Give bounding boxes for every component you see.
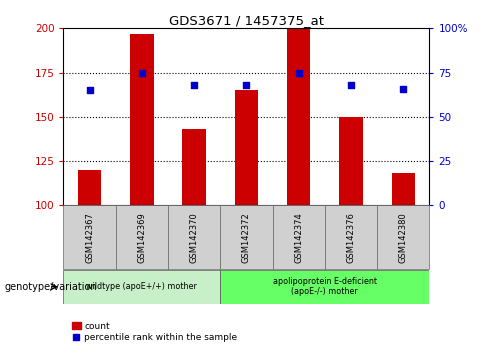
Text: GSM142370: GSM142370 [190, 212, 199, 263]
Bar [273, 205, 325, 269]
Text: GSM142380: GSM142380 [399, 212, 408, 263]
Bar [339, 117, 363, 205]
Text: genotype/variation: genotype/variation [5, 282, 98, 292]
Bar [220, 205, 273, 269]
Point [347, 82, 355, 88]
Text: GSM142376: GSM142376 [346, 212, 356, 263]
Text: GSM142369: GSM142369 [137, 212, 146, 263]
Title: GDS3671 / 1457375_at: GDS3671 / 1457375_at [169, 14, 324, 27]
Bar [116, 205, 168, 269]
Text: GSM142372: GSM142372 [242, 212, 251, 263]
Point [295, 70, 303, 75]
Point [399, 86, 407, 91]
Point [86, 87, 94, 93]
Text: GSM142367: GSM142367 [85, 212, 94, 263]
Text: GSM142374: GSM142374 [294, 212, 303, 263]
Bar [325, 205, 377, 269]
Bar [391, 173, 415, 205]
Bar [183, 129, 206, 205]
Point [138, 70, 146, 75]
Bar [168, 205, 220, 269]
Bar [78, 170, 102, 205]
Point [190, 82, 198, 88]
Text: wildtype (apoE+/+) mother: wildtype (apoE+/+) mother [86, 282, 197, 291]
Bar [377, 205, 429, 269]
Text: apolipoprotein E-deficient
(apoE-/-) mother: apolipoprotein E-deficient (apoE-/-) mot… [273, 277, 377, 296]
Bar [220, 270, 429, 304]
Bar [63, 270, 220, 304]
Point [243, 82, 250, 88]
Bar [130, 34, 154, 205]
Legend: count, percentile rank within the sample: count, percentile rank within the sample [68, 318, 241, 346]
Bar [235, 90, 258, 205]
Bar [287, 28, 310, 205]
Bar [63, 205, 116, 269]
